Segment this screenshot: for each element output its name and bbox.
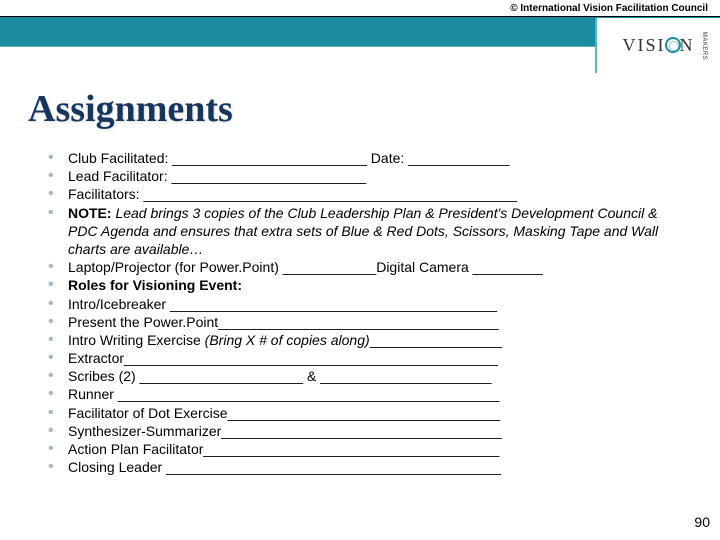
list-item: Runner _________________________________… [48, 385, 690, 403]
list-item: Roles for Visioning Event: [48, 276, 690, 294]
copyright-text: © International Vision Facilitation Coun… [0, 0, 720, 17]
list-item: Facilitator of Dot Exercise_____________… [48, 404, 690, 422]
list-item: Scribes (2) _____________________ & ____… [48, 367, 690, 385]
list-item: Present the Power.Point_________________… [48, 313, 690, 331]
list-item: NOTE: Lead brings 3 copies of the Club L… [48, 204, 690, 259]
list-item: Action Plan Facilitator_________________… [48, 440, 690, 458]
list-item: Closing Leader _________________________… [48, 458, 690, 476]
content-area: Assignments Club Facilitated: __________… [0, 47, 720, 476]
page-title: Assignments [28, 87, 690, 131]
logo-o-icon [665, 37, 681, 53]
list-item: Intro/Icebreaker _______________________… [48, 295, 690, 313]
list-item: Laptop/Projector (for Power.Point) _____… [48, 258, 690, 276]
list-item: Club Facilitated: ______________________… [48, 149, 690, 167]
page-number: 90 [694, 514, 710, 530]
bullet-list: Club Facilitated: ______________________… [28, 149, 690, 476]
logo: VISI N MAKERS [595, 18, 720, 73]
list-item: Extractor_______________________________… [48, 349, 690, 367]
logo-side-text: MAKERS [701, 31, 707, 59]
logo-prefix: VISI [623, 35, 666, 55]
list-item: Lead Facilitator: ______________________… [48, 167, 690, 185]
list-item: Facilitators: __________________________… [48, 185, 690, 203]
list-item: Intro Writing Exercise (Bring X # of cop… [48, 331, 690, 349]
header: © International Vision Facilitation Coun… [0, 0, 720, 47]
list-item: Synthesizer-Summarizer__________________… [48, 422, 690, 440]
logo-text: VISI N [623, 35, 695, 56]
logo-suffix: N [680, 35, 695, 55]
